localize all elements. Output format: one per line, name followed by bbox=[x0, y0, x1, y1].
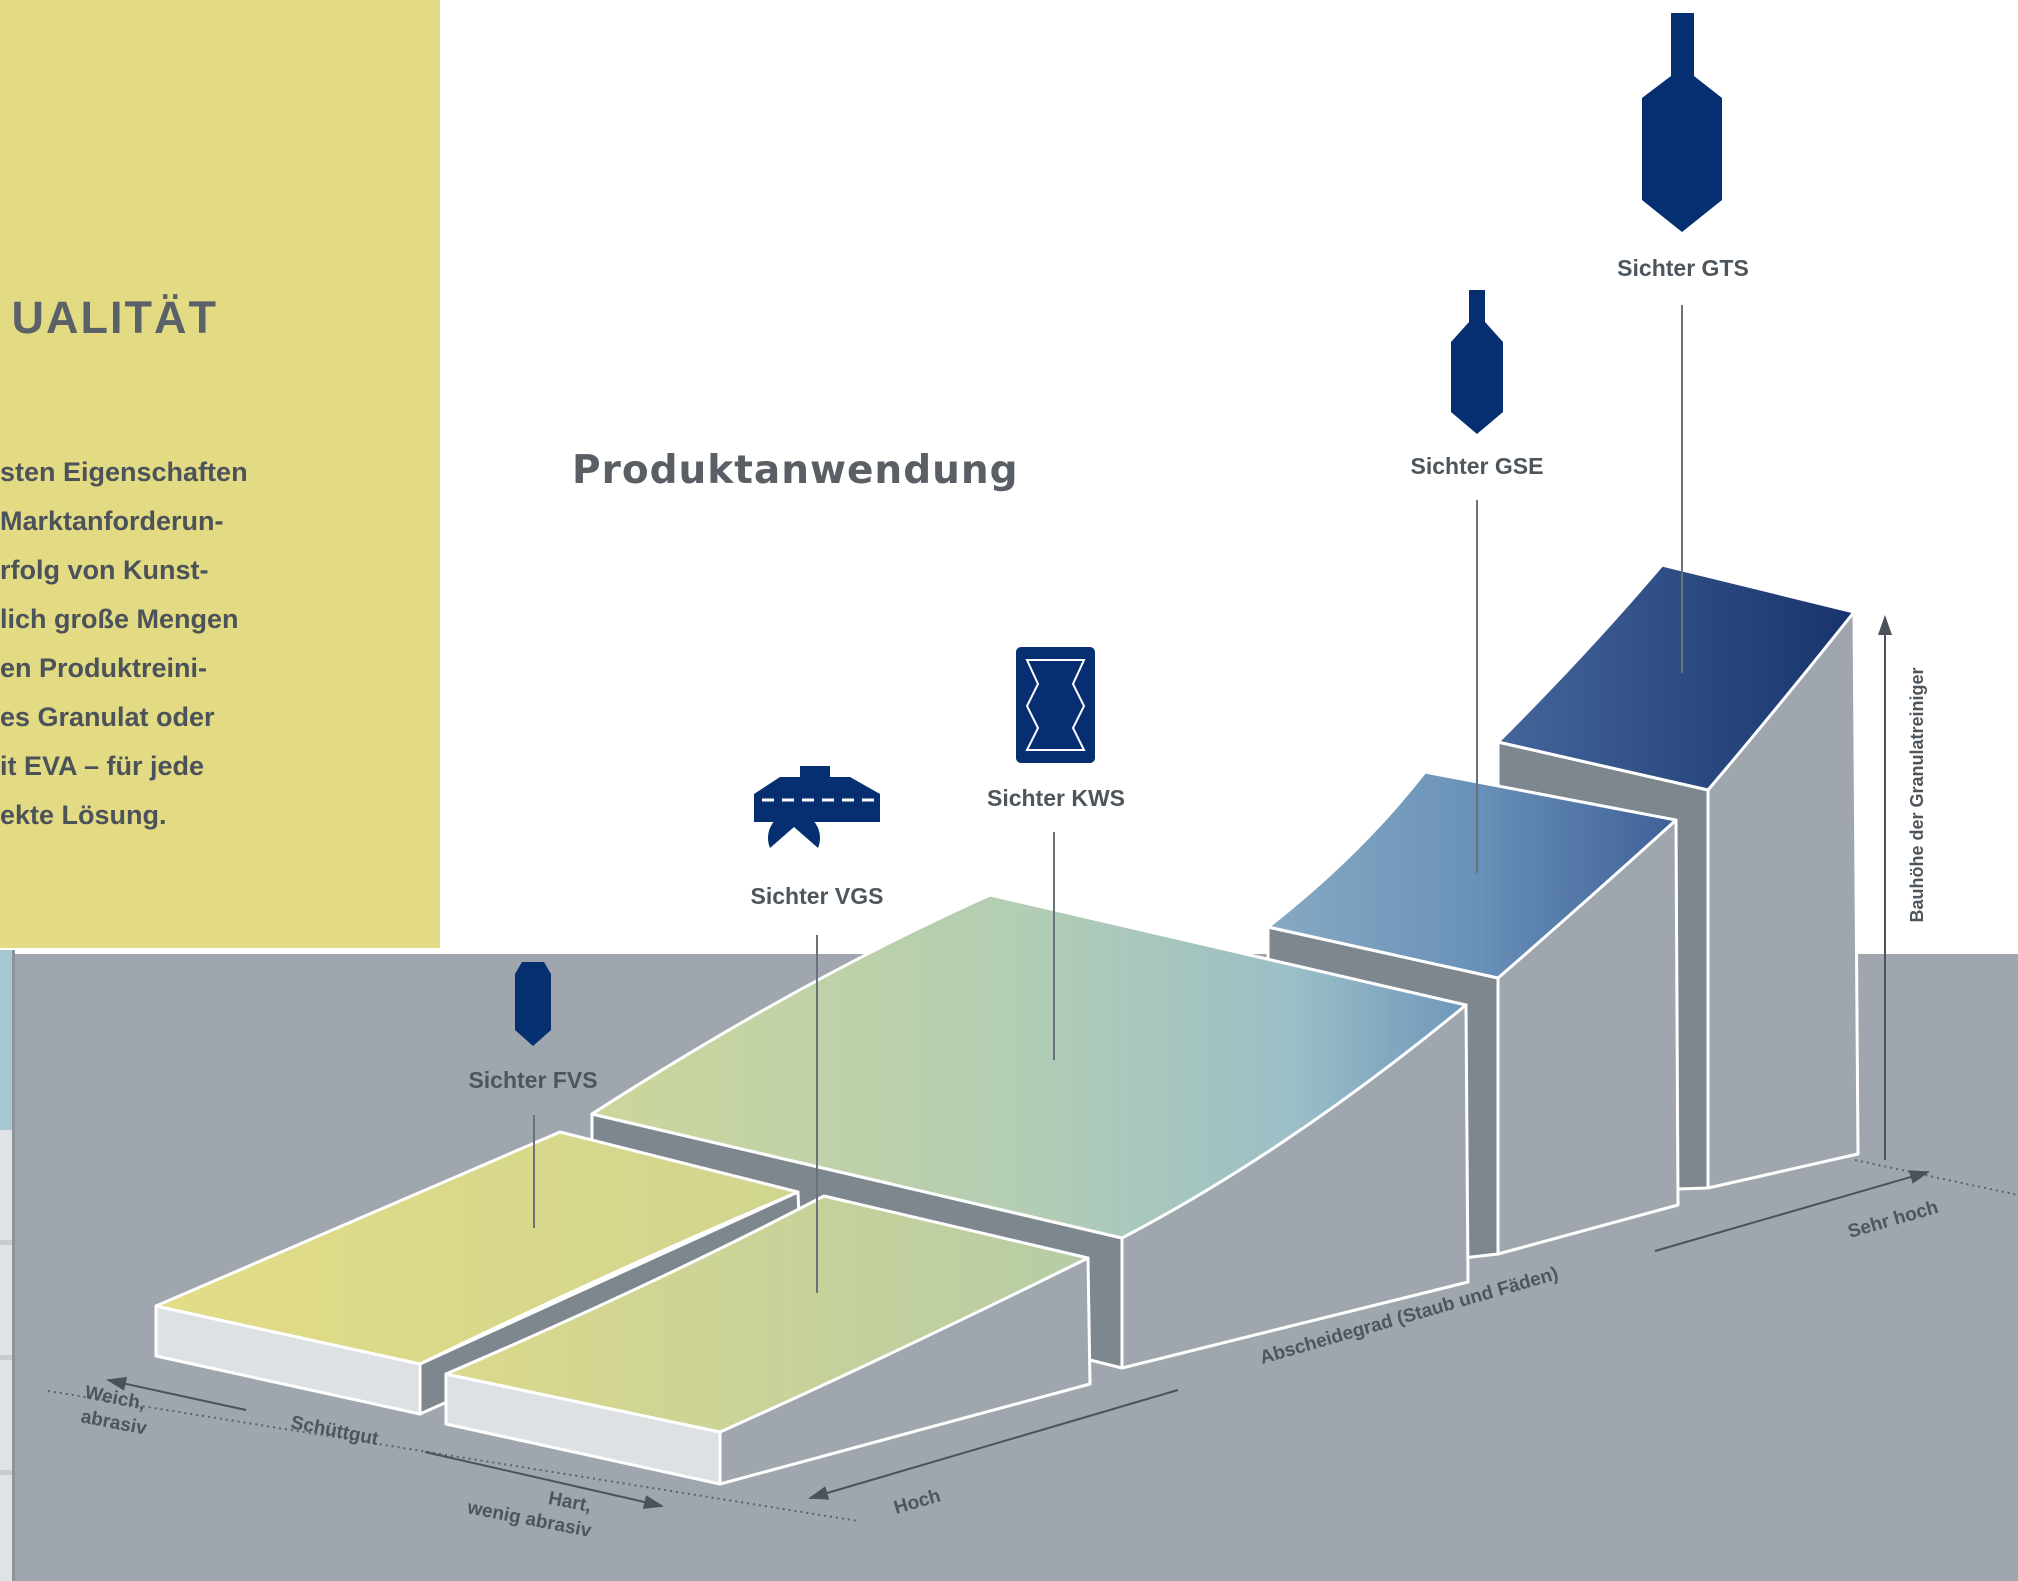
leader-lines bbox=[533, 305, 1683, 1293]
panel-line: es Granulat oder bbox=[0, 702, 215, 732]
panel-body: sten Eigenschaften Marktanforderun- rfol… bbox=[0, 448, 285, 840]
block-vgs bbox=[444, 1194, 1092, 1486]
hood-fan-icon bbox=[754, 766, 880, 848]
label-gts: Sichter GTS bbox=[1617, 255, 1749, 281]
material-arrow-left bbox=[106, 1376, 247, 1411]
medium-bottle-icon bbox=[1451, 290, 1503, 434]
panel-line: en Produktreini- bbox=[0, 653, 208, 683]
left-card-remnant bbox=[0, 950, 15, 1581]
panel-line: rfolg von Kunst- bbox=[0, 555, 209, 585]
large-bottle-icon bbox=[1642, 13, 1722, 232]
material-arrow-right bbox=[424, 1451, 664, 1509]
panel-line: it EVA – für jede bbox=[0, 751, 205, 781]
small-bottle-icon bbox=[515, 962, 551, 1046]
label-vgs: Sichter VGS bbox=[751, 883, 884, 909]
panel-line: Marktanforderun- bbox=[0, 506, 224, 536]
separation-arrow-low bbox=[808, 1389, 1179, 1500]
intro-panel: UALITÄT sten Eigenschaften Marktanforder… bbox=[0, 0, 440, 948]
label-gse: Sichter GSE bbox=[1411, 453, 1544, 479]
panel-line: ekte Lösung. bbox=[0, 800, 167, 830]
separation-arrow-high bbox=[1654, 1170, 1930, 1252]
axes bbox=[47, 615, 2018, 1522]
panel-heading: UALITÄT bbox=[11, 292, 218, 343]
zigzag-box-icon bbox=[1016, 647, 1095, 763]
label-kws: Sichter KWS bbox=[987, 785, 1125, 811]
height-axis-label: Bauhöhe der Granulatreiniger bbox=[1907, 667, 1927, 922]
diagram-title: Produktanwendung bbox=[572, 448, 1019, 493]
separation-dotted-baseline bbox=[1854, 1159, 2018, 1196]
label-fvs: Sichter FVS bbox=[468, 1067, 597, 1093]
panel-line: lich große Mengen bbox=[0, 604, 239, 634]
panel-line: sten Eigenschaften bbox=[0, 457, 248, 487]
